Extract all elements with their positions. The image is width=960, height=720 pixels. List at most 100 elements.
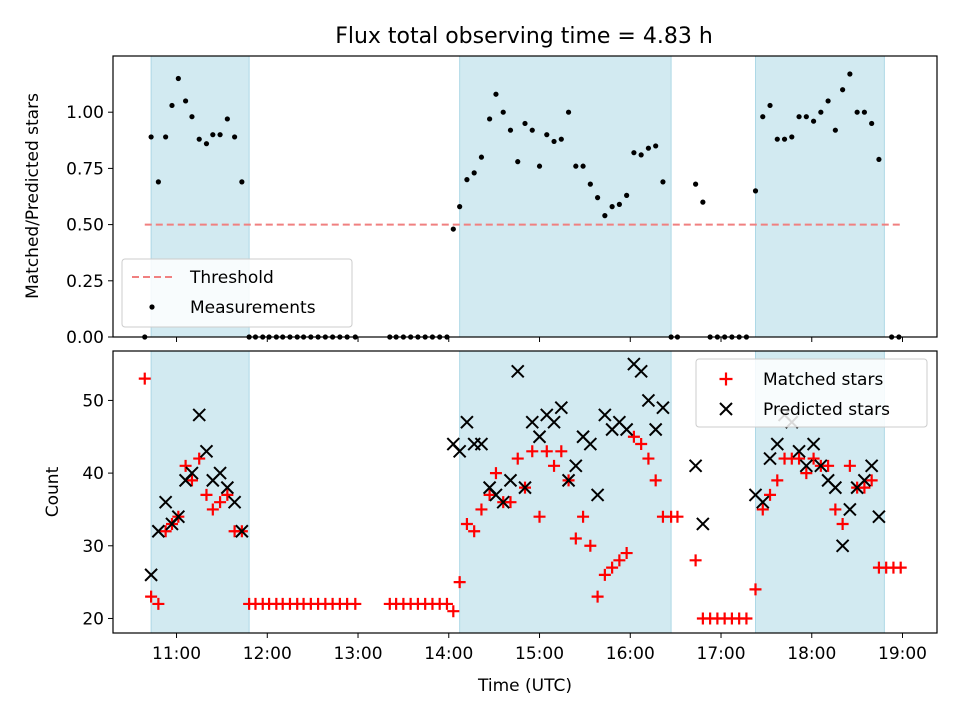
- measurement-point: [700, 199, 706, 205]
- measurement-point: [507, 127, 514, 133]
- measurement-point: [876, 156, 882, 163]
- matched-star-point: [620, 547, 633, 560]
- x-tick-label: 16:00: [606, 644, 655, 664]
- predicted-star-point: [151, 524, 166, 538]
- matched-star-point: [468, 525, 481, 538]
- predicted-star-point: [213, 466, 227, 480]
- predicted-star-point: [688, 459, 703, 473]
- predicted-star-point: [511, 364, 525, 379]
- matched-star-point: [214, 496, 227, 509]
- matched-star-point: [749, 583, 762, 596]
- x-axis-label: Time (UTC): [477, 676, 572, 696]
- top-y-tick-label: 0.50: [66, 216, 104, 236]
- legend-measurements-label: Measurements: [190, 298, 316, 318]
- top-plot-frame: [112, 55, 938, 338]
- measurement-point: [515, 159, 521, 165]
- measurement-point: [155, 179, 161, 185]
- predicted-star-point: [828, 480, 843, 495]
- measurement-point: [493, 91, 499, 97]
- measurement-point: [558, 136, 564, 142]
- measurement-point: [457, 204, 463, 210]
- measurement-point: [544, 132, 550, 138]
- matched-star-point: [800, 467, 813, 480]
- matched-star-point: [635, 438, 648, 451]
- matched-star-point: [771, 474, 784, 487]
- matched-star-point: [894, 561, 907, 574]
- measurement-point: [500, 109, 506, 115]
- predicted-star-point: [806, 437, 821, 451]
- matched-star-point: [858, 481, 871, 494]
- measurement-point: [767, 102, 773, 109]
- matched-star-point: [489, 467, 502, 480]
- measurement-point: [478, 154, 485, 160]
- predicted-stars-points: [144, 357, 886, 582]
- measurement-point: [522, 120, 528, 127]
- measurement-point: [818, 109, 824, 115]
- measurement-point: [660, 179, 666, 185]
- measurement-point: [196, 136, 202, 142]
- matched-star-point: [598, 568, 611, 581]
- top-panel: Flux total observing time = 4.83 h 0.000…: [23, 24, 938, 348]
- predicted-star-point: [452, 444, 467, 459]
- measurement-point: [752, 188, 759, 194]
- chart-title: Flux total observing time = 4.83 h: [335, 24, 713, 49]
- predicted-star-point: [460, 415, 474, 429]
- top-y-tick-label: 1.00: [66, 103, 104, 123]
- measurement-point: [148, 134, 154, 140]
- predicted-star-point: [474, 437, 489, 451]
- measurement-point: [796, 114, 802, 120]
- measurement-point: [464, 177, 470, 183]
- top-y-ticks: 0.00 0.25 0.50 0.75 1.00: [66, 103, 113, 348]
- predicted-star-point: [496, 495, 510, 509]
- matched-star-point: [671, 510, 684, 523]
- bottom-y-ticks: 20 30 40 50: [82, 391, 113, 629]
- predicted-star-point: [158, 495, 173, 509]
- measurement-point: [624, 192, 630, 198]
- matched-star-point: [475, 503, 488, 516]
- matched-star-point: [836, 517, 849, 530]
- measurement-point: [781, 136, 788, 142]
- measurement-point: [239, 179, 245, 185]
- measurement-point: [203, 141, 210, 147]
- measurement-point: [471, 170, 477, 176]
- measurement-point: [163, 134, 169, 140]
- top-x-ticks: [176, 337, 904, 342]
- matched-star-point: [185, 474, 198, 487]
- predicted-star-point: [648, 422, 663, 437]
- top-y-tick-label: 0.00: [66, 328, 104, 348]
- measurement-point: [594, 195, 601, 201]
- bottom-y-tick-label: 50: [82, 391, 104, 411]
- matched-star-point: [606, 561, 619, 574]
- measurement-point: [565, 109, 572, 115]
- predicted-star-point: [561, 473, 576, 488]
- measurement-point: [645, 145, 652, 151]
- measurement-point: [810, 118, 817, 124]
- bottom-y-tick-label: 30: [82, 537, 104, 557]
- shaded-interval-1: [150, 350, 250, 634]
- matched-star-point: [483, 488, 496, 501]
- x-tick-label: 19:00: [878, 644, 927, 664]
- matched-star-point: [179, 459, 192, 472]
- matched-star-point: [511, 452, 524, 465]
- predicted-star-point: [799, 459, 814, 473]
- matched-star-point: [740, 612, 753, 625]
- top-y-axis-label: Matched/Predicted stars: [23, 93, 43, 299]
- matched-star-point: [152, 597, 165, 610]
- predicted-star-point: [864, 459, 879, 473]
- matched-star-point: [200, 488, 213, 501]
- measurement-point: [803, 114, 809, 120]
- matched-star-point: [829, 503, 842, 516]
- matched-star-point: [822, 459, 835, 472]
- bottom-legend: Matched stars Predicted stars: [695, 358, 928, 428]
- predicted-star-point: [835, 539, 850, 553]
- measurement-point: [609, 204, 615, 210]
- predicted-star-point: [503, 473, 518, 488]
- bottom-legend-box: [695, 358, 928, 428]
- x-tick-label: 18:00: [787, 644, 836, 664]
- predicted-star-point: [199, 444, 214, 459]
- x-tick-label: 12:00: [243, 644, 292, 664]
- top-shaded-intervals: [150, 55, 885, 338]
- predicted-star-point: [696, 517, 710, 531]
- measurement-point: [602, 213, 608, 219]
- measurement-point: [169, 102, 175, 109]
